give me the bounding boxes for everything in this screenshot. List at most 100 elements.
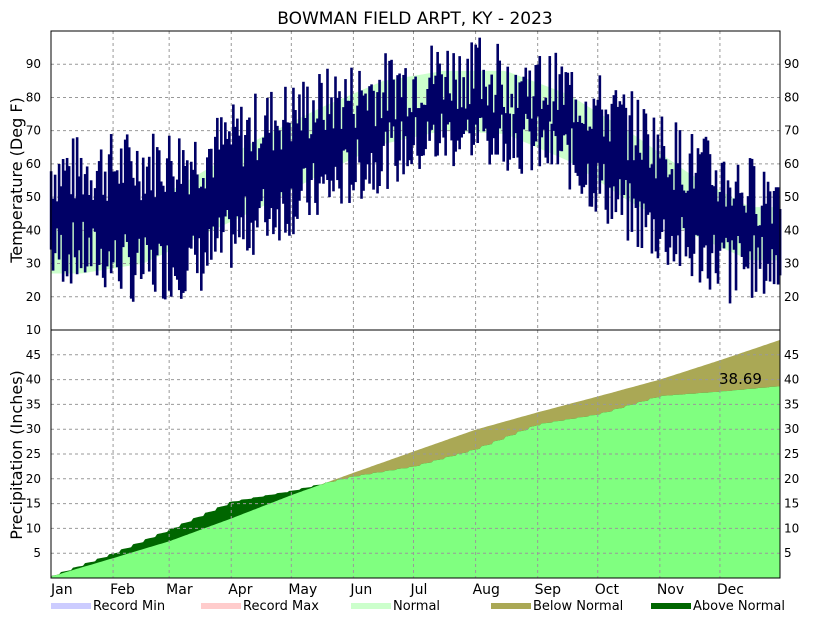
daily-temperature-bar	[366, 110, 369, 165]
daily-temperature-bar	[660, 116, 664, 232]
daily-temperature-bar	[362, 95, 365, 191]
daily-temperature-bar	[692, 188, 696, 254]
daily-temperature-bar	[294, 110, 297, 217]
daily-temperature-bar	[71, 138, 75, 223]
daily-temperature-bar	[83, 174, 87, 273]
daily-temperature-bar	[236, 118, 239, 217]
daily-temperature-bar	[137, 181, 141, 239]
daily-temperature-bar	[155, 147, 159, 256]
daily-temperature-bar	[212, 177, 215, 227]
daily-temperature-bar	[89, 180, 93, 267]
daily-temperature-bar	[278, 130, 281, 241]
daily-temperature-bar	[530, 118, 534, 171]
daily-temperature-bar	[352, 113, 355, 191]
daily-temperature-bar	[248, 117, 251, 249]
daily-temperature-bar	[51, 198, 55, 271]
precipitation-tick-label-right: 35	[784, 397, 799, 411]
daily-temperature-bar	[508, 113, 512, 160]
daily-temperature-bar	[472, 88, 475, 145]
daily-temperature-bar	[768, 191, 772, 282]
daily-temperature-bar	[754, 214, 758, 292]
daily-temperature-bar	[558, 74, 562, 151]
daily-temperature-bar	[378, 79, 381, 187]
month-label: Dec	[717, 582, 744, 598]
daily-temperature-bar	[550, 123, 554, 165]
daily-temperature-bar	[402, 74, 405, 175]
daily-temperature-bar	[764, 203, 768, 281]
daily-temperature-bar	[218, 149, 221, 218]
daily-temperature-bar	[308, 138, 311, 216]
daily-temperature-bar	[648, 167, 652, 213]
daily-temperature-bar	[446, 50, 449, 125]
daily-temperature-bar	[57, 163, 61, 260]
daily-temperature-bar	[388, 60, 391, 123]
daily-temperature-bar	[65, 157, 69, 277]
daily-temperature-bar	[490, 74, 494, 155]
daily-temperature-bar	[684, 192, 688, 257]
daily-temperature-bar	[119, 148, 123, 289]
daily-temperature-bar	[304, 118, 307, 168]
daily-temperature-bar	[394, 119, 397, 166]
precipitation-tick-label-right: 15	[784, 497, 799, 511]
daily-temperature-bar	[400, 97, 403, 122]
daily-temperature-bar	[598, 75, 602, 194]
daily-temperature-bar	[364, 93, 367, 180]
daily-temperature-bar	[582, 123, 586, 188]
temperature-tick-label-left: 60	[26, 157, 41, 171]
daily-temperature-bar	[63, 170, 67, 272]
temperature-tick-label-left: 40	[26, 223, 41, 237]
daily-temperature-bar	[254, 93, 257, 221]
temperature-axis-label: Temperature (Deg F)	[7, 97, 26, 264]
temperature-tick-label-left: 90	[26, 57, 41, 71]
daily-temperature-bar	[334, 76, 337, 167]
daily-temperature-bar	[494, 94, 498, 155]
daily-temperature-bar	[532, 96, 536, 146]
precipitation-tick-label-right: 30	[784, 422, 799, 436]
daily-temperature-bar	[348, 100, 351, 203]
daily-temperature-bar	[770, 223, 774, 250]
precipitation-panel: 5 5 10 10 15 15 20 20 25 25 30 30 35 35 40 40 45 45	[26, 30, 799, 579]
daily-temperature-bar	[143, 193, 147, 238]
daily-temperature-bar	[131, 177, 135, 302]
month-label: Jul	[409, 582, 427, 598]
daily-temperature-bar	[270, 91, 273, 209]
daily-temperature-bar	[470, 42, 473, 156]
temperature-tick-label-right: 70	[784, 124, 799, 138]
daily-temperature-bar	[202, 178, 205, 274]
month-label: Apr	[228, 582, 252, 598]
daily-temperature-bar	[99, 149, 103, 249]
daily-temperature-bar	[706, 140, 710, 279]
daily-temperature-bar	[484, 86, 487, 129]
daily-temperature-bar	[274, 120, 277, 228]
daily-temperature-bar	[418, 108, 421, 169]
daily-temperature-bar	[350, 67, 353, 185]
legend-label: Record Max	[243, 599, 319, 614]
daily-temperature-bar	[302, 81, 305, 169]
daily-temperature-bar	[208, 148, 211, 230]
daily-temperature-bar	[340, 128, 343, 204]
daily-temperature-bar	[322, 119, 325, 184]
daily-temperature-bar	[642, 109, 646, 204]
daily-temperature-bar	[129, 161, 133, 299]
daily-temperature-bar	[282, 119, 285, 204]
daily-temperature-bar	[189, 161, 193, 249]
daily-temperature-bar	[53, 174, 57, 254]
daily-temperature-bar	[574, 99, 578, 173]
daily-temperature-bar	[420, 102, 423, 156]
daily-temperature-bar	[724, 206, 728, 238]
daily-temperature-bar	[518, 82, 522, 169]
daily-temperature-bar	[488, 84, 492, 165]
daily-temperature-bar	[298, 94, 301, 201]
daily-temperature-bar	[560, 66, 564, 152]
daily-temperature-bar	[234, 126, 237, 244]
daily-temperature-bar	[620, 104, 624, 215]
daily-temperature-bar	[654, 178, 658, 252]
temperature-tick-label-left: 80	[26, 90, 41, 104]
daily-temperature-bar	[284, 86, 287, 233]
daily-temperature-bar	[502, 106, 506, 162]
temperature-tick-label-left: 70	[26, 124, 41, 138]
daily-temperature-bar	[710, 185, 714, 254]
daily-temperature-bar	[604, 109, 608, 210]
month-label: Jan	[50, 582, 73, 598]
daily-temperature-bar	[272, 150, 275, 235]
